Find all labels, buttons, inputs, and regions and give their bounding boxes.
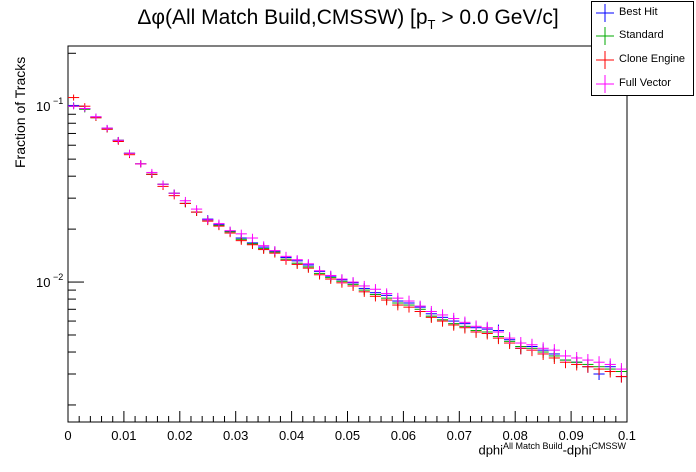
x-tick-label: 0.08 xyxy=(503,428,528,443)
chart-title: Δφ(All Match Build,CMSSW) [pT > 0.0 GeV/… xyxy=(137,6,559,32)
frame xyxy=(67,45,628,423)
legend-item-clone-engine: Clone Engine xyxy=(592,49,695,71)
legend-item-full-vector: Full Vector xyxy=(592,73,695,95)
legend-marker-best-hit xyxy=(596,4,614,22)
x-axis-label: dphiAll Match Build-dphiCMSSW xyxy=(478,441,626,458)
series-layer xyxy=(68,94,627,383)
series-full-vector xyxy=(68,103,627,376)
y-tick-exponent: −2 xyxy=(53,272,63,282)
x-tick-label: 0.01 xyxy=(111,428,136,443)
x-tick-label: 0.05 xyxy=(335,428,360,443)
x-tick-label: 0.1 xyxy=(618,428,636,443)
x-tick-label: 0.03 xyxy=(223,428,248,443)
legend-label: Best Hit xyxy=(619,6,658,18)
x-tick-label: 0.06 xyxy=(391,428,416,443)
legend: Best Hit Standard Clone Engine Full Vect… xyxy=(591,1,694,96)
series-clone-engine xyxy=(68,94,627,383)
legend-marker-standard xyxy=(596,27,614,45)
x-tick-label: 0.09 xyxy=(558,428,583,443)
y-axis-label: Fraction of Tracks xyxy=(12,56,28,168)
legend-label: Full Vector xyxy=(619,77,671,89)
legend-label: Standard xyxy=(619,29,664,41)
legend-item-best-hit: Best Hit xyxy=(592,2,695,24)
x-tick-label: 0.02 xyxy=(167,428,192,443)
legend-item-standard: Standard xyxy=(592,25,695,47)
legend-marker-clone-engine xyxy=(596,51,614,69)
series-standard xyxy=(68,103,627,378)
x-tick-label: 0.04 xyxy=(279,428,304,443)
y-tick-exponent: −1 xyxy=(53,96,63,106)
y-tick-label: 10 xyxy=(36,99,50,114)
legend-marker-full-vector xyxy=(596,75,614,93)
x-tick-label: 0 xyxy=(64,428,71,443)
y-tick-label: 10 xyxy=(36,275,50,290)
x-tick-label: 0.07 xyxy=(447,428,472,443)
series-best-hit xyxy=(68,102,627,383)
legend-label: Clone Engine xyxy=(619,53,686,65)
y-axis: 10−110−2 xyxy=(36,52,84,406)
x-axis: 0 0.01 0.02 0.03 0.04 0.05 0.06 0.07 0.08 0.09 0.1 xyxy=(64,411,636,443)
